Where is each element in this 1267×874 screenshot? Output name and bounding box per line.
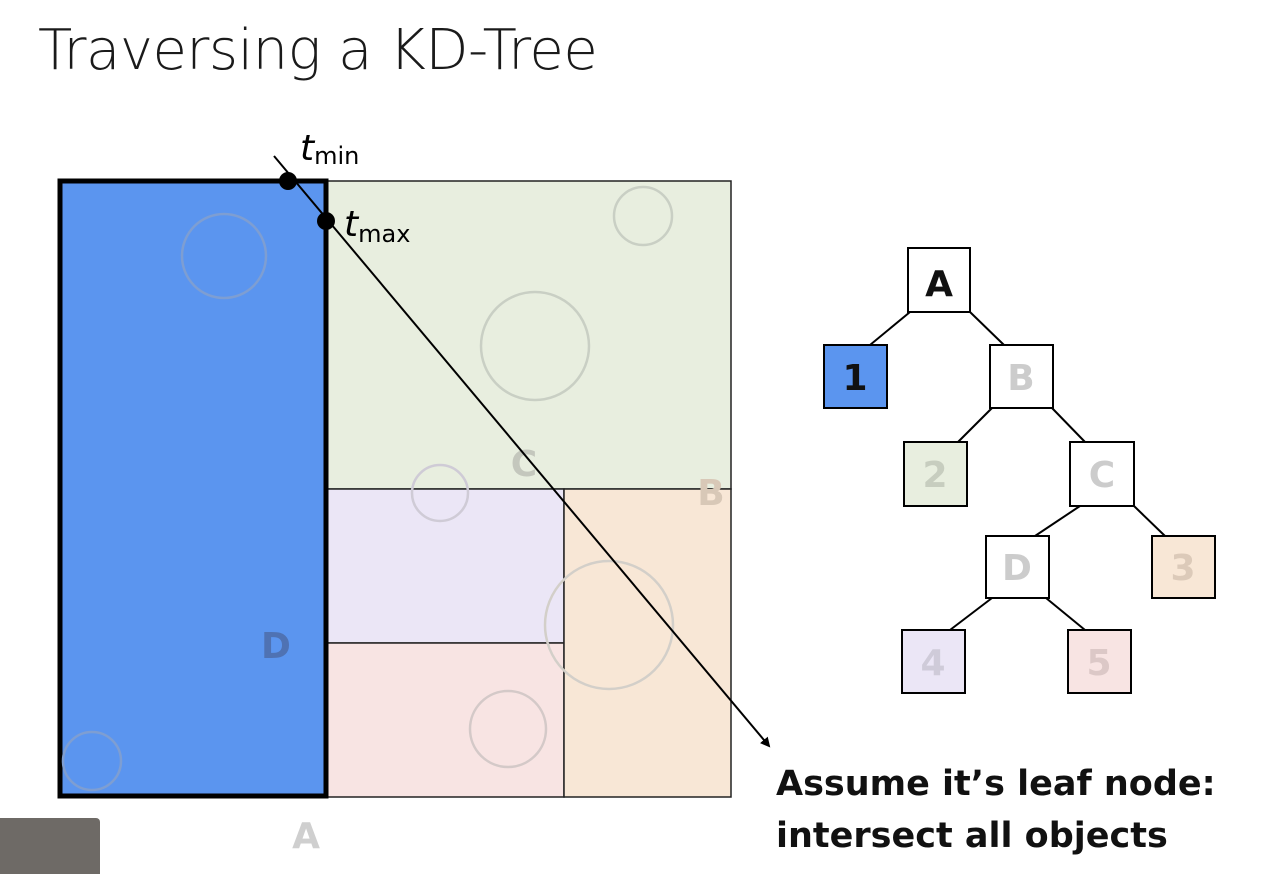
svg-text:1: 1 (842, 358, 867, 399)
svg-text:4: 4 (920, 643, 945, 684)
region-4-purple (325, 488, 565, 644)
object-circle (468, 689, 548, 769)
tree-node-c: C (1069, 441, 1135, 507)
svg-text:C: C (1089, 455, 1115, 496)
slide-title: Traversing a KD-Tree (38, 18, 598, 83)
tree-node-3: 3 (1151, 535, 1216, 599)
tree-edge (957, 407, 993, 443)
tree-edge (1051, 407, 1086, 443)
tree-edge (1045, 597, 1086, 631)
region-label-d: D (261, 626, 291, 667)
presenter-video-corner (0, 818, 100, 874)
object-circle (612, 185, 674, 247)
tree-edge (969, 311, 1005, 346)
tmin-point (279, 172, 297, 190)
region-1-blue (57, 178, 329, 799)
svg-text:B: B (1007, 358, 1034, 399)
tree-node-d: D (985, 535, 1050, 599)
tree-node-b: B (989, 344, 1054, 409)
caption-line-1: Assume it’s leaf node: (776, 764, 1216, 804)
tree-edge (869, 311, 911, 346)
region-5-pink (325, 642, 565, 798)
svg-text:A: A (925, 264, 953, 305)
object-circle (61, 730, 123, 792)
object-circle (180, 212, 268, 300)
tmin-label: tmin (300, 128, 359, 170)
tree-node-2: 2 (903, 441, 968, 507)
object-circle (543, 559, 675, 691)
object-circle (479, 290, 591, 402)
caption: Assume it’s leaf node: intersect all obj… (776, 758, 1216, 862)
tree-edge (1133, 505, 1166, 537)
tree-node-5: 5 (1067, 629, 1132, 694)
tree-node-1: 1 (823, 344, 888, 409)
tree-edge (949, 597, 993, 631)
ray-line (273, 155, 771, 748)
svg-text:D: D (1002, 548, 1032, 589)
region-label-a: A (292, 816, 320, 857)
caption-line-2: intersect all objects (776, 816, 1168, 856)
region-3-orange (563, 488, 732, 798)
region-label-b: B (697, 473, 724, 514)
tree-node-4: 4 (901, 629, 966, 694)
svg-text:3: 3 (1170, 548, 1195, 589)
svg-text:5: 5 (1086, 643, 1111, 684)
tmax-point (317, 212, 335, 230)
svg-text:2: 2 (922, 455, 947, 496)
tree-edge (1034, 505, 1081, 537)
region-2-green (325, 180, 732, 490)
object-circle (410, 463, 470, 523)
tree-node-a: A (907, 247, 971, 313)
kd-tree: A 1 B 2 C D 3 (823, 247, 1216, 694)
tmax-label: tmax (344, 204, 410, 248)
